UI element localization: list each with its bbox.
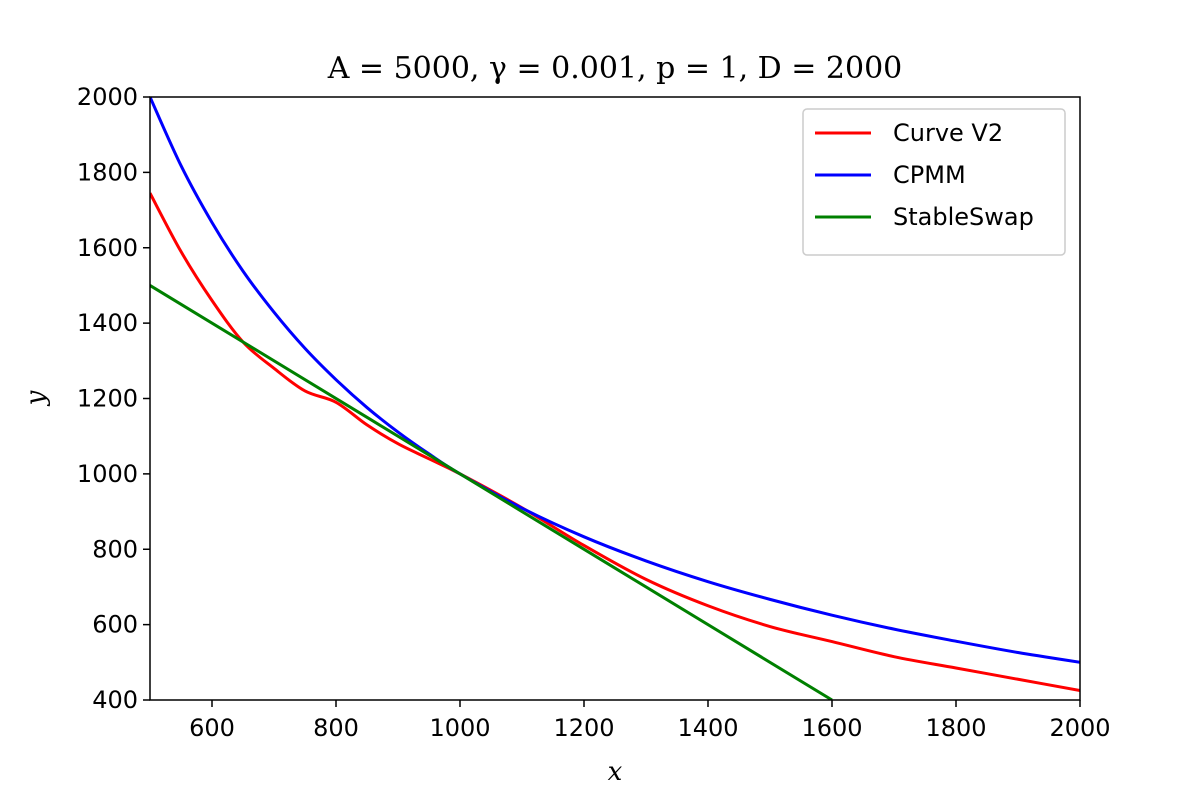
x-tick-label: 600 [189,714,235,742]
y-axis-label: y [21,390,51,406]
y-tick-label: 1400 [77,309,138,337]
series-line-stableswap [150,284,833,700]
x-tick-label: 2000 [1049,714,1110,742]
x-tick-label: 1400 [677,714,738,742]
x-axis-label: x [608,757,623,787]
y-tick-label: 800 [92,535,138,563]
x-tick-label: 1000 [429,714,490,742]
y-tick-label: 1000 [77,460,138,488]
x-tick-label: 1600 [801,714,862,742]
plot-area [150,97,1080,700]
y-tick-label: 400 [92,686,138,714]
x-tick-label: 1800 [925,714,986,742]
y-tick-label: 1200 [77,385,138,413]
legend-label-curve-v2: Curve V2 [893,119,1003,147]
chart-title: A = 5000, γ = 0.001, p = 1, D = 2000 [327,51,903,86]
x-tick-label: 800 [313,714,359,742]
y-tick-label: 1600 [77,234,138,262]
y-tick-label: 600 [92,611,138,639]
y-tick-label: 2000 [77,83,138,111]
tick-layer: 600 800 1000 1200 1400 1600 1800 2000 400 600 800 1… [77,83,1111,742]
legend-label-stableswap: StableSwap [893,203,1034,231]
legend-label-cpmm: CPMM [893,161,966,189]
legend: Curve V2 CPMM StableSwap [802,108,1066,256]
y-tick-label: 1800 [77,158,138,186]
x-tick-label: 1200 [553,714,614,742]
